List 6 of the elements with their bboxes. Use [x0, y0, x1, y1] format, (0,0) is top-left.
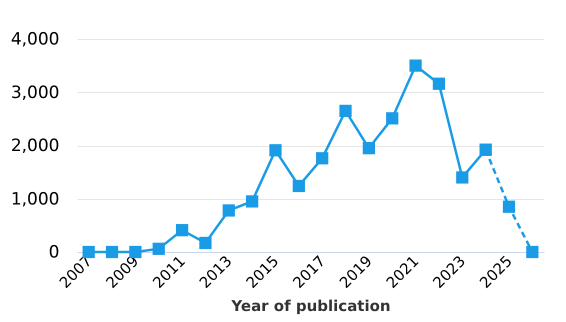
y-tick-label: 0 [48, 242, 60, 262]
x-axis-title: Year of publication [230, 297, 391, 316]
y-tick-label: 2,000 [10, 136, 60, 156]
y-tick-label: 3,000 [10, 82, 60, 103]
y-tick-label: 4,000 [10, 30, 60, 50]
y-tick-label: 1,000 [10, 189, 60, 210]
